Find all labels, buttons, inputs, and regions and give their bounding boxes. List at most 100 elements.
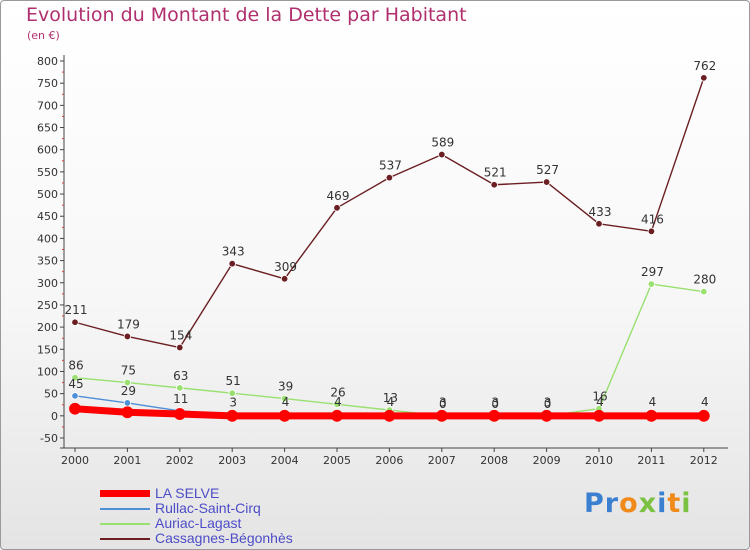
- data-point: [647, 227, 656, 236]
- data-point: [383, 409, 396, 422]
- x-tick-label: 2004: [271, 454, 299, 467]
- data-label: 416: [641, 212, 664, 226]
- data-point: [123, 332, 132, 341]
- x-tick-label: 2007: [428, 454, 456, 467]
- data-label: 3: [544, 395, 552, 409]
- logo-letter: t: [667, 488, 682, 519]
- y-tick-label: 200: [37, 321, 58, 334]
- data-label: 521: [484, 166, 507, 180]
- data-label: 179: [117, 317, 140, 331]
- data-point: [697, 409, 710, 422]
- data-label: 4: [282, 395, 290, 409]
- y-tick-label: 700: [37, 99, 58, 112]
- data-label: 527: [536, 163, 559, 177]
- data-label: 3: [229, 395, 237, 409]
- legend-swatch: [100, 538, 150, 540]
- y-tick-label: 250: [37, 299, 58, 312]
- data-label: 762: [693, 59, 716, 73]
- data-point: [488, 409, 501, 422]
- data-label: 13: [383, 391, 398, 405]
- x-tick-label: 2008: [480, 454, 508, 467]
- legend-swatch: [100, 523, 150, 525]
- y-tick-label: 300: [37, 277, 58, 290]
- data-point: [173, 408, 186, 420]
- y-tick-label: 550: [37, 166, 58, 179]
- y-tick-label: 100: [37, 365, 58, 378]
- data-label: 589: [431, 136, 454, 150]
- logo-letter: r: [604, 488, 620, 519]
- data-point: [333, 204, 341, 212]
- data-label: 309: [274, 260, 297, 274]
- data-label: 211: [65, 303, 88, 317]
- data-point: [278, 409, 291, 422]
- data-label: 4: [596, 395, 604, 409]
- data-point: [71, 392, 79, 400]
- data-label: 45: [68, 377, 83, 391]
- data-point: [123, 378, 132, 387]
- x-tick-label: 2002: [166, 454, 194, 467]
- data-label: 4: [649, 395, 657, 409]
- data-point: [121, 406, 134, 419]
- data-point: [228, 389, 236, 397]
- x-tick-label: 2009: [533, 454, 561, 467]
- data-point: [226, 409, 239, 422]
- data-point: [333, 400, 341, 408]
- x-tick-label: 2012: [690, 454, 718, 467]
- y-tick-label: 0: [51, 410, 58, 423]
- y-tick-label: 50: [44, 388, 58, 401]
- data-label: 29: [121, 384, 136, 398]
- data-point: [490, 181, 498, 189]
- data-point: [595, 220, 603, 228]
- y-tick-label: 500: [37, 188, 58, 201]
- x-tick-label: 2010: [585, 454, 613, 467]
- data-point: [71, 318, 79, 326]
- proxiti-logo: Proxiti: [584, 488, 692, 519]
- x-tick-label: 2000: [61, 454, 89, 467]
- chart-subtitle: (en €): [27, 29, 60, 42]
- data-label: 39: [278, 380, 293, 394]
- data-label: 469: [327, 189, 350, 203]
- data-label: 11: [173, 392, 188, 406]
- data-label: 537: [379, 159, 402, 173]
- legend-swatch: [100, 508, 150, 510]
- y-tick-label: 150: [37, 343, 58, 356]
- data-label: 343: [222, 245, 245, 259]
- x-tick-label: 2001: [113, 454, 141, 467]
- data-point: [228, 259, 236, 268]
- legend-swatch: [100, 490, 150, 497]
- data-label: 0: [491, 397, 499, 411]
- data-label: 0: [439, 397, 447, 411]
- y-tick-label: 450: [37, 210, 58, 223]
- legend-label: LA SELVE: [155, 485, 220, 501]
- y-tick-label: 750: [37, 77, 58, 90]
- x-tick-label: 2005: [323, 454, 351, 467]
- data-label: 75: [121, 364, 136, 378]
- data-label: 26: [330, 385, 345, 399]
- data-label: 4: [334, 395, 342, 409]
- data-label: 86: [68, 359, 83, 373]
- data-point: [542, 178, 551, 186]
- data-label: 297: [641, 265, 664, 279]
- y-tick-label: 800: [37, 55, 58, 68]
- y-tick-label: -50: [40, 432, 58, 445]
- data-label: 3: [491, 395, 499, 409]
- data-label: 280: [693, 273, 716, 287]
- data-label: 51: [226, 374, 241, 388]
- data-point: [176, 343, 184, 352]
- data-point: [71, 373, 79, 382]
- y-tick-label: 400: [37, 232, 58, 245]
- data-point: [593, 409, 605, 422]
- data-label: 0: [544, 397, 552, 411]
- data-point: [280, 394, 289, 403]
- data-point: [435, 409, 448, 422]
- data-point: [280, 275, 289, 283]
- data-label: 4: [387, 395, 395, 409]
- chart-title: Evolution du Montant de la Dette par Hab…: [26, 4, 467, 26]
- data-label: 3: [439, 395, 447, 409]
- data-point: [700, 74, 708, 82]
- data-label: 4: [701, 395, 709, 409]
- data-point: [385, 173, 394, 182]
- logo-letter: x: [638, 488, 658, 519]
